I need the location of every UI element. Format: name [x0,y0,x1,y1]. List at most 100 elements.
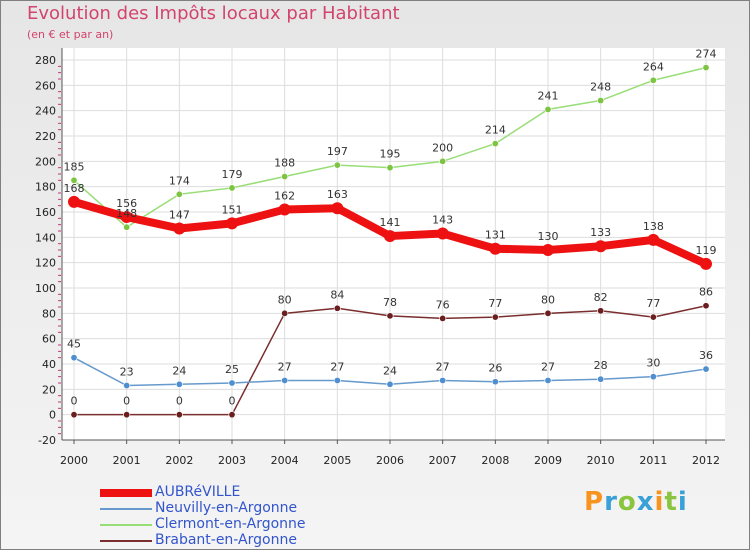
x-tick-label: 2008 [481,454,509,467]
data-point [333,304,341,312]
x-tick-label: 2011 [639,454,667,467]
data-label: 130 [538,230,559,243]
data-point [544,376,552,384]
data-point [228,411,236,419]
data-point [384,230,396,243]
y-tick-label: -20 [38,434,56,447]
data-point [702,302,710,310]
data-label: 0 [123,395,130,408]
data-label: 162 [274,189,295,202]
legend-label: AUBRéVILLE [155,484,241,500]
y-tick-label: 240 [35,105,56,118]
data-point [123,382,131,390]
data-label: 188 [274,157,295,170]
data-point [489,242,502,255]
data-label: 138 [643,220,664,233]
data-label: 0 [71,395,78,408]
data-label: 27 [436,360,450,373]
y-tick-label: 120 [35,257,56,270]
data-point [331,202,344,215]
data-label: 214 [485,124,506,137]
y-tick-label: 280 [35,54,56,67]
data-point [333,161,341,169]
data-point [386,312,394,320]
x-tick-label: 2003 [218,454,246,467]
y-tick-label: 100 [35,282,56,295]
legend-swatch [100,489,152,497]
data-label: 131 [485,229,506,242]
x-tick-label: 2000 [60,454,88,467]
data-point [173,222,186,235]
data-label: 133 [590,226,611,239]
data-label: 264 [643,60,664,73]
data-label: 197 [327,145,348,158]
data-label: 143 [432,214,453,227]
data-label: 274 [696,48,717,61]
data-point [175,411,183,419]
data-point [542,244,554,256]
legend-label: Brabant-en-Argonne [155,532,297,548]
data-label: 23 [120,366,134,379]
data-point [597,97,605,105]
data-label: 27 [330,360,344,373]
data-label: 78 [383,296,397,309]
data-label: 0 [229,395,236,408]
data-label: 76 [436,298,450,311]
data-point [439,157,447,165]
logo-letter: r [604,487,618,517]
data-label: 151 [222,203,243,216]
data-point [175,190,183,198]
data-label: 156 [116,197,137,210]
legend-swatch [100,524,152,526]
data-point [702,365,710,373]
data-label: 147 [169,208,190,221]
data-label: 174 [169,174,190,187]
y-tick-label: 220 [35,130,56,143]
data-point [439,376,447,384]
data-label: 24 [383,364,397,377]
data-point [491,140,499,148]
y-tick-label: 40 [42,358,56,371]
y-tick-label: 160 [35,206,56,219]
y-tick-label: 80 [42,307,56,320]
x-tick-label: 2006 [376,454,404,467]
data-label: 77 [488,297,502,310]
x-tick-label: 2010 [587,454,615,467]
data-label: 45 [67,338,81,351]
data-point [386,164,394,172]
logo-letter: x [636,487,655,517]
logo-letter: i [677,487,688,517]
data-label: 77 [646,297,660,310]
data-point [386,380,394,388]
data-label: 86 [699,286,713,299]
data-label: 148 [116,207,137,220]
y-tick-label: 20 [42,383,56,396]
data-label: 80 [278,293,292,306]
y-tick-label: 60 [42,333,56,346]
data-point [123,223,131,231]
data-point [70,176,78,184]
x-tick-label: 2002 [165,454,193,467]
data-point [228,379,236,387]
data-label: 30 [646,357,660,370]
data-label: 36 [699,349,713,362]
data-point [70,354,78,362]
x-tick-label: 2009 [534,454,562,467]
data-label: 141 [380,216,401,229]
data-point [597,375,605,383]
data-point [649,76,657,84]
x-tick-label: 2007 [429,454,457,467]
data-label: 195 [380,148,401,161]
data-label: 185 [64,160,85,173]
legend-label: Neuvilly-en-Argonne [155,500,298,516]
y-tick-label: 180 [35,181,56,194]
y-tick-label: 0 [49,409,56,422]
data-label: 80 [541,293,555,306]
data-point [70,411,78,419]
data-point [649,313,657,321]
data-label: 26 [488,362,502,375]
data-point [702,64,710,72]
data-point [120,211,133,224]
y-tick-label: 140 [35,231,56,244]
